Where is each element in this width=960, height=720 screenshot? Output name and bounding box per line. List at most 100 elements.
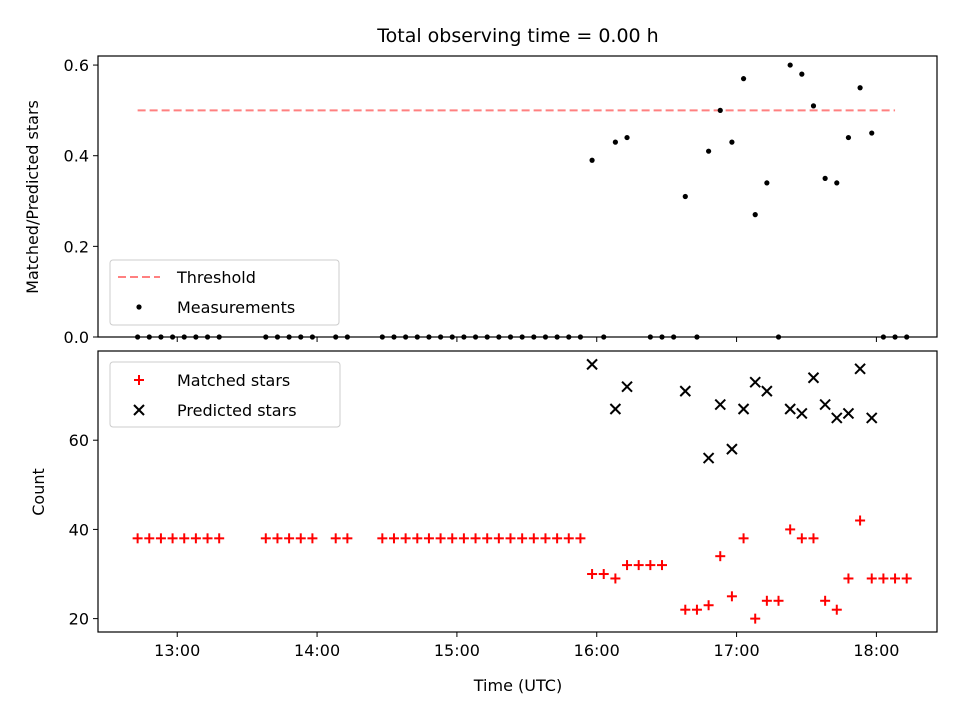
measurement-point (740, 76, 747, 82)
measurement-point (682, 193, 688, 200)
matched-star-point (831, 604, 842, 615)
matched-star-point (761, 595, 772, 606)
measurement-point (857, 85, 863, 91)
legend-measurements-label: Measurements (177, 298, 295, 317)
measurement-point (764, 180, 770, 186)
matched-star-point (144, 533, 155, 544)
measurement-point (822, 175, 828, 181)
predicted-star-point (702, 452, 715, 464)
measurement-point (589, 157, 595, 163)
legend-threshold-label: Threshold (176, 268, 256, 287)
measurement-point (729, 139, 735, 145)
y-tick-label: 20 (69, 610, 89, 629)
predicted-star-point (679, 385, 692, 397)
y-tick-label: 0.2 (64, 237, 89, 256)
matched-star-point (493, 533, 504, 544)
matched-star-point (785, 524, 796, 535)
matched-star-point (458, 533, 469, 544)
predicted-star-point (737, 403, 750, 415)
predicted-star-point (807, 372, 820, 384)
x-axis-label: Time (UTC) (473, 676, 562, 695)
bottom-plot-area (132, 358, 912, 624)
matched-star-point (645, 560, 656, 571)
matched-star-point (855, 515, 866, 526)
matched-star-point (843, 573, 854, 584)
bottom-axes-frame (97, 350, 938, 633)
matched-star-point (307, 533, 318, 544)
matched-star-point (563, 533, 574, 544)
matched-star-point (890, 573, 901, 584)
matched-star-point (866, 573, 877, 584)
matched-star-point (808, 533, 819, 544)
y-tick-label: 0.6 (64, 56, 89, 75)
predicted-star-point (726, 443, 738, 455)
legend-matched-label: Matched stars (177, 371, 290, 390)
chart-title: Total observing time = 0.00 h (376, 25, 658, 47)
matched-star-point (773, 595, 784, 606)
bottom-axis-ticks: 13:00 14:00 15:00 16:00 17:00 18:00 20 40 60 (69, 431, 900, 660)
matched-star-point (330, 533, 341, 544)
matched-star-point (738, 533, 749, 544)
matched-star-point (575, 533, 586, 544)
predicted-star-point (796, 407, 808, 420)
matched-star-point (820, 595, 831, 606)
matched-star-point (155, 533, 166, 544)
matched-star-point (388, 533, 399, 544)
bottom-y-axis-label: Count (29, 468, 48, 516)
matched-star-point (272, 533, 283, 544)
legend-predicted-swatch (133, 404, 145, 416)
y-tick-label: 0.4 (64, 147, 89, 166)
measurement-point (752, 212, 758, 218)
legend-predicted-label: Predicted stars (177, 401, 297, 420)
x-tick-label: 15:00 (434, 641, 480, 660)
matched-star-point (598, 569, 609, 580)
matched-star-point (400, 533, 411, 544)
matched-star-point (377, 533, 388, 544)
top-y-axis-label: Matched/Predicted stars (23, 100, 42, 294)
measurement-point (810, 103, 817, 109)
legend-measurements-swatch (136, 304, 142, 310)
predicted-star-point (784, 403, 796, 415)
matched-star-point (796, 533, 807, 544)
legend-matched-swatch (134, 375, 144, 385)
matched-star-point (691, 604, 702, 615)
x-tick-label: 18:00 (853, 641, 899, 660)
matched-star-point (878, 573, 889, 584)
matched-star-point (528, 533, 539, 544)
matched-star-point (622, 560, 633, 571)
predicted-star-point (854, 363, 866, 375)
measurement-point (612, 139, 618, 145)
matched-star-point (633, 560, 644, 571)
measurement-point (799, 71, 805, 77)
matched-star-point (412, 533, 423, 544)
matched-star-point (517, 533, 528, 544)
x-tick-label: 14:00 (294, 641, 340, 660)
predicted-star-point (761, 385, 773, 397)
matched-star-point (540, 533, 551, 544)
matched-star-point (179, 533, 190, 544)
matched-star-point (260, 533, 271, 544)
matched-star-point (470, 533, 481, 544)
top-panel: Matched/Predicted stars 0.0 0.2 0.4 0.6 Thr… (23, 55, 938, 347)
matched-star-point (610, 573, 621, 584)
matched-star-point (284, 533, 295, 544)
x-tick-label: 17:00 (714, 641, 760, 660)
x-tick-label: 13:00 (154, 641, 200, 660)
measurement-point (706, 148, 712, 154)
matched-star-point (505, 533, 516, 544)
matched-star-point (680, 604, 691, 615)
predicted-star-point (609, 403, 622, 415)
matched-star-point (726, 591, 737, 602)
matched-star-point (715, 551, 726, 562)
matched-star-point (901, 573, 912, 584)
top-legend: Threshold Measurements (109, 259, 340, 326)
measurement-point (787, 62, 793, 68)
matched-star-point (482, 533, 493, 544)
bottom-legend: Matched stars Predicted stars (109, 361, 341, 428)
matched-star-point (750, 613, 761, 624)
measurement-point (624, 134, 630, 141)
matched-star-point (447, 533, 458, 544)
matched-star-point (190, 533, 201, 544)
top-axis-ticks: 0.0 0.2 0.4 0.6 (64, 56, 877, 347)
